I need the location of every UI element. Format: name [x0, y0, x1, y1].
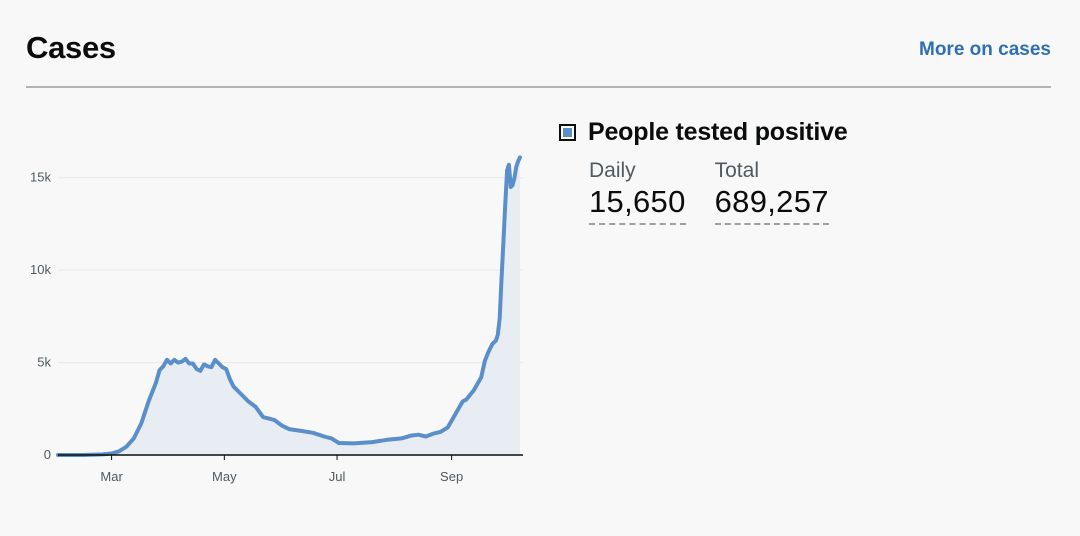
x-tick-label: Mar: [100, 469, 123, 484]
axes: [58, 454, 523, 460]
more-on-cases-link[interactable]: More on cases: [919, 39, 1051, 60]
metric-heading: People tested positive: [559, 118, 858, 147]
x-tick-label: May: [212, 469, 237, 484]
metric-stats: Daily 15,650 Total 689,257: [589, 159, 858, 225]
cases-area-chart: 0 5k 10k 15k Mar May Jul Sep: [30, 155, 523, 484]
header-divider: [26, 86, 1051, 88]
x-tick-label: Sep: [440, 469, 463, 484]
total-label: Total: [714, 159, 759, 182]
page-title: Cases: [26, 30, 116, 65]
x-tick-label: Jul: [329, 469, 346, 484]
series-line[interactable]: [56, 155, 522, 457]
section-header: Cases More on cases: [26, 22, 1051, 88]
cases-chart: 0 5k 10k 15k Mar May Jul Sep: [0, 100, 540, 500]
y-tick-labels: 0 5k 10k 15k: [30, 170, 51, 462]
metric-panel: People tested positive Daily 15,650 Tota…: [559, 118, 858, 225]
series-area: [58, 157, 520, 455]
y-tick-label: 5k: [37, 355, 51, 370]
daily-stat: Daily 15,650: [589, 159, 686, 225]
legend-swatch-icon: [559, 124, 576, 141]
daily-value[interactable]: 15,650: [589, 184, 686, 225]
total-stat: Total 689,257: [714, 159, 829, 225]
y-tick-label: 0: [44, 447, 51, 462]
total-value[interactable]: 689,257: [714, 184, 829, 225]
y-tick-label: 15k: [30, 170, 51, 185]
gridlines: [58, 177, 523, 364]
daily-label: Daily: [589, 159, 636, 182]
x-tick-labels: Mar May Jul Sep: [100, 469, 463, 484]
area-layer: [56, 155, 522, 457]
metric-title: People tested positive: [588, 118, 848, 146]
y-tick-label: 10k: [30, 262, 51, 277]
